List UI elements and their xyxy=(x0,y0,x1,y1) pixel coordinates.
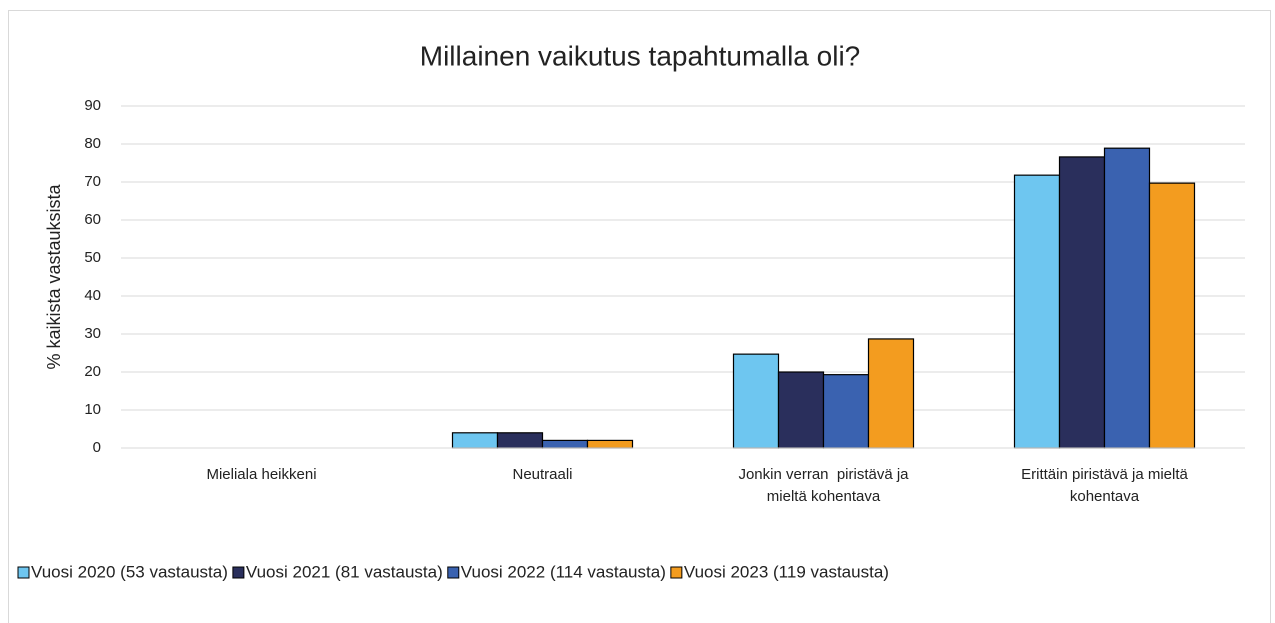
bar xyxy=(1058,156,1106,449)
bar xyxy=(777,371,825,449)
legend-swatch xyxy=(670,566,683,579)
y-tick-label: 0 xyxy=(93,439,101,456)
x-tick-label: Jonkin verran piristävä ja mieltä kohenta… xyxy=(738,466,909,505)
bar xyxy=(1013,174,1061,449)
x-tick-label: Neutraali xyxy=(512,466,572,483)
x-tick-label: Erittäin piristävä ja mieltä kohentava xyxy=(1021,466,1188,505)
y-tick-label: 10 xyxy=(84,401,101,418)
legend-swatch xyxy=(447,566,460,579)
legend-swatch xyxy=(17,566,30,579)
bar xyxy=(496,432,544,449)
y-tick-label: 60 xyxy=(84,211,101,228)
y-tick-label: 80 xyxy=(84,135,101,152)
bar xyxy=(1148,182,1196,449)
y-tick-label: 30 xyxy=(84,325,101,342)
bar xyxy=(1103,147,1151,449)
y-tick-label: 40 xyxy=(84,287,101,304)
y-tick-label: 70 xyxy=(84,173,101,190)
bar xyxy=(451,432,499,449)
bar xyxy=(541,439,589,449)
legend-label: Vuosi 2022 (114 vastausta) xyxy=(461,562,666,581)
bar xyxy=(822,374,870,449)
y-tick-label: 90 xyxy=(84,97,101,114)
y-axis-label: % kaikista vastauksista xyxy=(44,183,64,369)
y-tick-label: 50 xyxy=(84,249,101,266)
x-tick-label: Mieliala heikkeni xyxy=(206,466,316,483)
legend-label: Vuosi 2023 (119 vastausta) xyxy=(684,562,889,581)
legend-label: Vuosi 2020 (53 vastausta) xyxy=(31,562,228,581)
bar xyxy=(867,338,915,449)
bar xyxy=(586,439,634,449)
y-tick-label: 20 xyxy=(84,363,101,380)
legend-swatch xyxy=(232,566,245,579)
chart-title: Millainen vaikutus tapahtumalla oli? xyxy=(420,40,860,71)
bar xyxy=(732,353,780,449)
legend-label: Vuosi 2021 (81 vastausta) xyxy=(246,562,443,581)
